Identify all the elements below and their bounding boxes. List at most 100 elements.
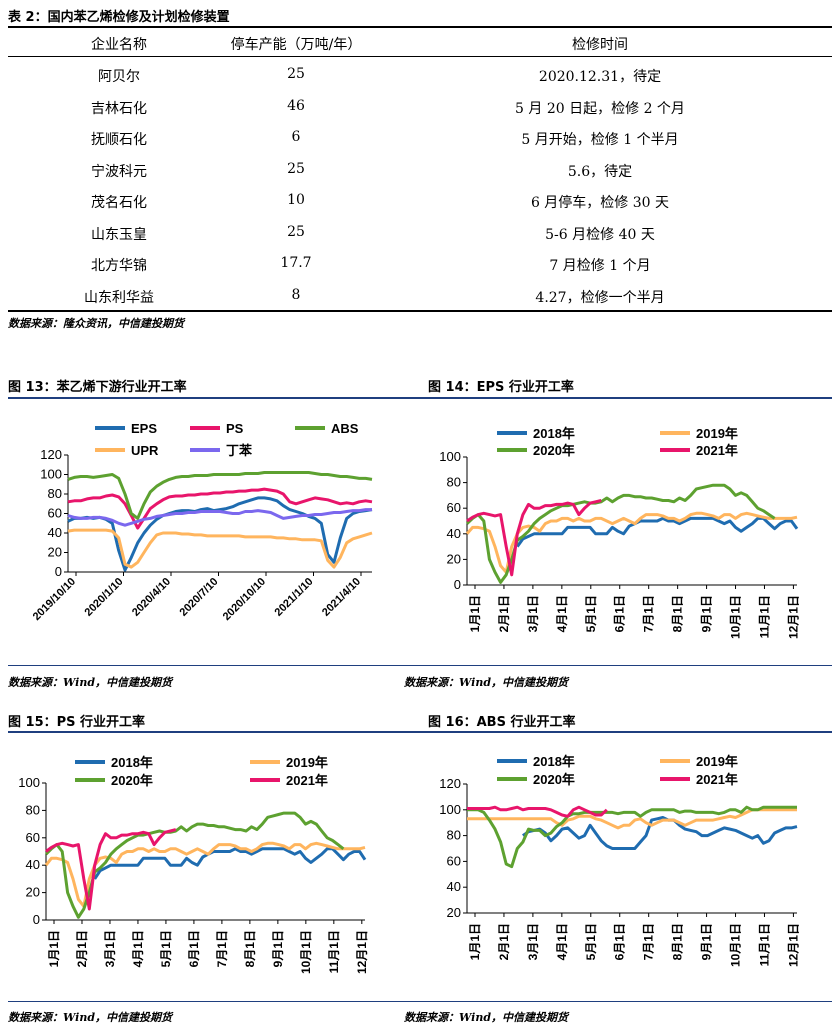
legend-label: 2018年 [111, 755, 153, 770]
x-tick-label: 2020/4/10 [130, 576, 173, 619]
x-tick-label: 12月1日 [355, 930, 369, 974]
legend-label: 2019年 [696, 754, 738, 769]
x-tick-label: 9月1日 [271, 930, 285, 967]
series-line-3 [467, 805, 797, 869]
y-tick-label: 60 [447, 500, 461, 515]
table-cell: 吉林石化 [91, 100, 147, 117]
series-line-1 [516, 516, 799, 548]
chart-fig15: 0 20 40 60 80 100 1月1日 2月1日 3月1日 4月1日 5月1日 6月1日 7月1日… [18, 755, 369, 974]
table-cell: 茂名石化 [91, 195, 147, 211]
x-tick-label: 3月1日 [103, 930, 117, 967]
table-cell: 5 月开始，检修 1 个半月 [521, 132, 679, 148]
y-tick-label: 40 [447, 526, 461, 541]
x-tick-label: 8月1日 [671, 595, 685, 632]
table-header-cell: 检修时间 [572, 37, 628, 53]
x-tick-label: 4月1日 [555, 595, 569, 632]
series-line-4 [466, 499, 602, 577]
legend-label: 2018年 [533, 426, 575, 441]
series-line-2 [465, 511, 798, 574]
figure-row2-top-rule [8, 731, 832, 733]
table-cell: 6 [291, 129, 301, 145]
table-cell: 2020.12.31，待定 [538, 69, 662, 85]
legend-label: 2020年 [111, 773, 153, 788]
legend-label: 2020年 [533, 772, 575, 787]
legend-label: 2021年 [286, 773, 328, 788]
figure-15-source: 数据来源：Wind，中信建投期货 [8, 1011, 173, 1024]
figure-15-title: 图 15：PS 行业开工率 [8, 715, 146, 730]
x-tick-label: 4月1日 [131, 930, 145, 967]
y-tick-label: 120 [439, 776, 461, 791]
legend-label: EPS [131, 421, 157, 436]
x-tick-label: 12月1日 [786, 923, 800, 967]
legend-label: 2018年 [533, 754, 575, 769]
chart-fig14: 0 20 40 60 80 100 1月1日 2月1日 3月1日 4月1日 5月1日 6月1日 7月1日… [439, 426, 800, 639]
table-cell: 4.27，检修一个半月 [535, 289, 665, 306]
series-line-2 [44, 841, 366, 908]
figure-13-title: 图 13：苯乙烯下游行业开工率 [8, 380, 187, 395]
legend-label: 丁苯 [226, 443, 253, 458]
series-line-2 [67, 487, 373, 530]
x-tick-label: 2020/10/10 [221, 576, 268, 623]
table-source: 数据来源：隆众资讯，中信建投期货 [8, 317, 184, 330]
table-top-rule [8, 26, 832, 28]
figure-13-source: 数据来源：Wind，中信建投期货 [8, 676, 173, 689]
x-tick-label: 11月1日 [757, 595, 771, 638]
x-tick-label: 12月1日 [786, 595, 800, 639]
x-tick-label: 1月1日 [468, 595, 482, 632]
legend-label: 2019年 [696, 426, 738, 441]
series-line-3 [67, 471, 373, 520]
x-tick-label: 7月1日 [642, 595, 656, 632]
series-line-4 [467, 805, 608, 818]
y-tick-label: 20 [48, 545, 62, 560]
legend-label: 2019年 [286, 755, 328, 770]
x-tick-label: 10月1日 [729, 923, 743, 967]
series-line-4 [67, 528, 373, 569]
y-tick-label: 40 [48, 525, 62, 540]
table-header-cell: 停车产能（万吨/年） [230, 37, 362, 53]
table-cell: 25 [287, 223, 305, 240]
chart-fig13: 0 20 40 60 80 100 120 2019/10/10 2020/1/10 2020/4… [31, 421, 373, 623]
y-tick-label: 40 [26, 857, 40, 872]
y-tick-label: 80 [48, 486, 62, 501]
y-tick-label: 40 [447, 879, 461, 894]
series-line-3 [44, 811, 345, 919]
x-tick-label: 9月1日 [700, 923, 714, 960]
figure-row1-top-rule [8, 397, 832, 399]
y-tick-label: 80 [447, 475, 461, 490]
y-tick-label: 0 [33, 912, 40, 927]
y-tick-label: 60 [26, 830, 40, 845]
table-cell: 阿贝尔 [98, 69, 140, 85]
x-tick-label: 4月1日 [555, 923, 569, 960]
x-tick-label: 10月1日 [299, 930, 313, 974]
table-cell: 抚顺石化 [91, 132, 147, 148]
table-cell: 25 [287, 160, 305, 177]
x-tick-label: 6月1日 [187, 930, 201, 967]
x-tick-label: 8月1日 [671, 923, 685, 960]
x-tick-label: 6月1日 [613, 595, 627, 632]
x-tick-label: 3月1日 [526, 595, 540, 632]
table-cell: 5 月 20 日起，检修 2 个月 [515, 100, 685, 117]
legend-label: 2021年 [696, 772, 738, 787]
legend-label: UPR [131, 443, 159, 458]
figure-16-title: 图 16：ABS 行业开工率 [428, 715, 576, 730]
table-header-cell: 企业名称 [91, 37, 147, 53]
x-tick-label: 1月1日 [468, 923, 482, 960]
y-tick-label: 100 [40, 467, 62, 482]
table-cell: 8 [291, 286, 301, 303]
table-cell: 宁波科元 [91, 163, 147, 180]
table-cell: 6 月停车，检修 30 天 [530, 195, 670, 211]
x-tick-label: 9月1日 [700, 595, 714, 632]
x-tick-label: 11月1日 [327, 930, 341, 973]
x-tick-label: 1月1日 [47, 930, 61, 967]
figure-16-source: 数据来源：Wind，中信建投期货 [404, 1011, 569, 1024]
figure-14-title: 图 14：EPS 行业开工率 [428, 380, 574, 395]
x-tick-label: 2019/10/10 [31, 576, 78, 623]
x-tick-label: 5月1日 [159, 930, 173, 967]
table-cell: 北方华锦 [91, 258, 147, 274]
y-tick-label: 100 [439, 802, 461, 817]
table-cell: 5-6 月检修 40 天 [545, 226, 655, 243]
x-tick-label: 6月1日 [613, 923, 627, 960]
y-tick-label: 0 [454, 577, 461, 592]
legend-label: 2020年 [533, 443, 575, 458]
x-tick-label: 2月1日 [497, 923, 511, 960]
